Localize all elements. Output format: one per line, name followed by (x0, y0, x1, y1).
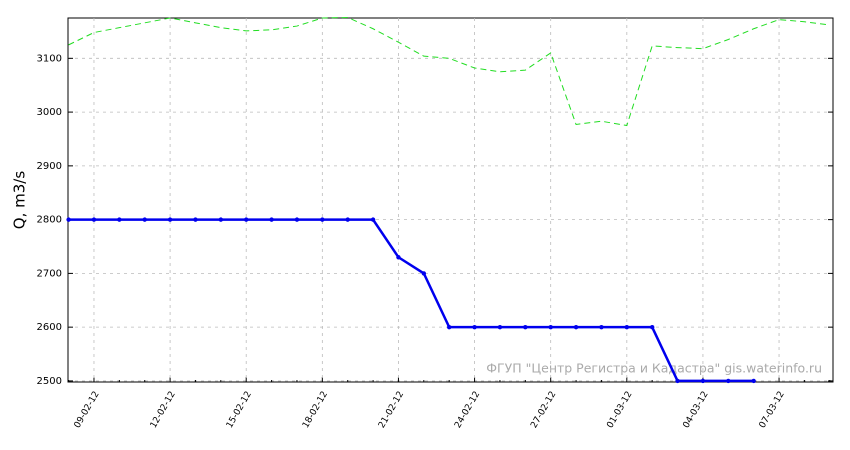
point (624, 324, 630, 330)
point (193, 217, 198, 222)
point (751, 378, 756, 384)
point (142, 217, 147, 222)
point (117, 217, 122, 222)
point (396, 255, 401, 260)
x-tick-label: 21-02-12 (377, 390, 406, 430)
point (573, 324, 579, 330)
point (726, 378, 731, 384)
point (700, 378, 706, 384)
x-tick-label: 01-03-12 (605, 390, 634, 430)
point (269, 217, 274, 222)
x-tick-label: 24-02-12 (453, 390, 482, 430)
x-tick-label: 09-02-12 (73, 390, 102, 430)
point (167, 217, 173, 222)
point (66, 217, 71, 222)
point (218, 217, 224, 222)
point (649, 324, 655, 330)
point (472, 324, 477, 330)
x-tick-label: 27-02-12 (529, 390, 558, 430)
point (675, 378, 680, 384)
y-tick-label: 3100 (37, 53, 62, 64)
x-tick-label: 18-02-12 (301, 390, 330, 430)
point (497, 324, 503, 330)
x-tick-label: 12-02-12 (149, 390, 178, 430)
y-tick-label: 3000 (37, 107, 62, 118)
point (294, 217, 300, 222)
y-axis-label: Q, m3/s (11, 171, 29, 230)
series-line (68, 16, 830, 127)
x-tick-label: 07-03-12 (758, 390, 787, 430)
plot-frame (67, 17, 834, 383)
x-tick-label: 15-02-12 (225, 390, 254, 430)
watermark: ФГУП "Центр Регистра и Кадастра" gis.wat… (486, 361, 822, 376)
y-tick-label: 2900 (37, 161, 62, 172)
point (421, 271, 427, 276)
y-tick-label: 2800 (37, 215, 62, 226)
point (345, 217, 350, 222)
x-tick-label: 04-03-12 (682, 390, 711, 430)
point (548, 324, 553, 330)
point (91, 217, 97, 222)
point (320, 217, 325, 222)
point (370, 217, 376, 222)
series-line (68, 218, 754, 383)
y-tick-label: 2500 (37, 376, 62, 387)
y-tick-label: 2600 (37, 322, 62, 333)
y-tick-label: 2700 (37, 268, 62, 279)
point (244, 217, 249, 222)
point (523, 324, 528, 330)
point (446, 324, 452, 330)
point (599, 324, 604, 330)
